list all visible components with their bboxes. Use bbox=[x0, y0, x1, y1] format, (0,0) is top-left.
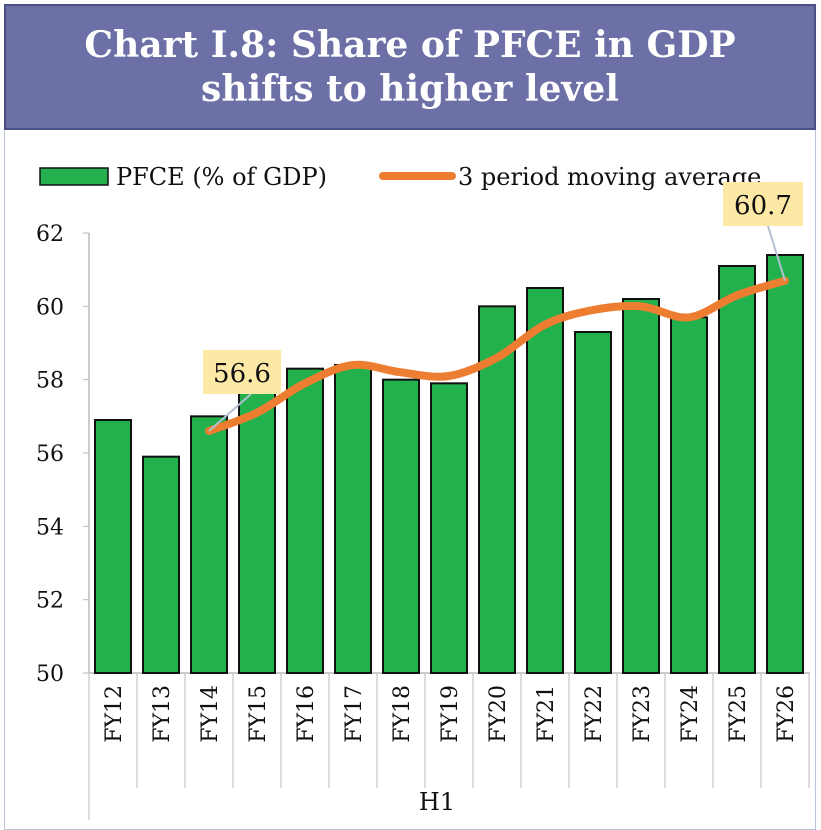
y-tick-label: 56 bbox=[36, 442, 64, 467]
y-tick-label: 54 bbox=[36, 515, 64, 540]
legend-bar-swatch bbox=[39, 167, 109, 186]
annotation-label: 56.6 bbox=[213, 359, 271, 389]
x-axis-label: H1 bbox=[419, 788, 455, 816]
bar-fy23 bbox=[622, 298, 660, 674]
x-tick-label: FY25 bbox=[726, 685, 751, 743]
y-tick-label: 50 bbox=[36, 662, 64, 687]
annotation-box bbox=[723, 182, 803, 226]
legend: PFCE (% of GDP) 3 period moving average bbox=[39, 163, 761, 191]
x-tick-label: FY16 bbox=[294, 685, 319, 743]
x-tick-label: FY19 bbox=[438, 685, 463, 743]
chart-title: Chart I.8: Share of PFCE in GDP shifts t… bbox=[4, 4, 816, 130]
moving-average-line bbox=[205, 276, 789, 435]
x-tick-label: FY24 bbox=[678, 685, 703, 743]
annotation-label: 60.7 bbox=[734, 191, 792, 221]
bar-fy18 bbox=[382, 378, 420, 674]
x-tick-label: FY18 bbox=[390, 685, 415, 743]
x-tick-label: FY15 bbox=[246, 685, 271, 743]
legend-label-pfce: PFCE (% of GDP) bbox=[116, 163, 327, 191]
legend-label-moving-average: 3 period moving average bbox=[458, 163, 761, 191]
x-tick-label: FY13 bbox=[150, 685, 175, 743]
x-tick-label: FY14 bbox=[198, 685, 223, 743]
x-tick-label: FY26 bbox=[774, 685, 799, 743]
annotation-leader-line bbox=[208, 393, 252, 432]
bar-fy17 bbox=[334, 364, 372, 674]
bar-fy26 bbox=[766, 254, 804, 674]
chart-title-line-1: Chart I.8: Share of PFCE in GDP bbox=[84, 24, 736, 66]
y-tick-label: 60 bbox=[36, 295, 64, 320]
x-tick-label: FY22 bbox=[582, 685, 607, 743]
x-tick-label: FY12 bbox=[102, 685, 127, 743]
y-tick-label: 52 bbox=[36, 589, 64, 614]
x-tick-label: FY17 bbox=[342, 685, 367, 743]
x-tick-label: FY20 bbox=[486, 685, 511, 743]
bar-fy16 bbox=[286, 367, 324, 674]
x-tick-label: FY23 bbox=[630, 685, 655, 743]
bar-fy12 bbox=[94, 419, 132, 674]
y-tick-label: 58 bbox=[36, 369, 64, 394]
y-tick-label: 62 bbox=[36, 222, 64, 247]
bar-fy19 bbox=[430, 382, 468, 674]
bar-fy13 bbox=[142, 455, 180, 674]
x-tick-label: FY21 bbox=[534, 685, 559, 743]
chart-title-line-2: shifts to higher level bbox=[201, 68, 619, 110]
bar-fy25 bbox=[718, 265, 756, 674]
bar-fy24 bbox=[670, 316, 708, 674]
bar-fy21 bbox=[526, 287, 564, 674]
annotation-box bbox=[203, 350, 281, 394]
bar-fy14 bbox=[190, 415, 228, 674]
annotation-leader-line bbox=[767, 225, 786, 281]
bar-fy22 bbox=[574, 331, 612, 674]
